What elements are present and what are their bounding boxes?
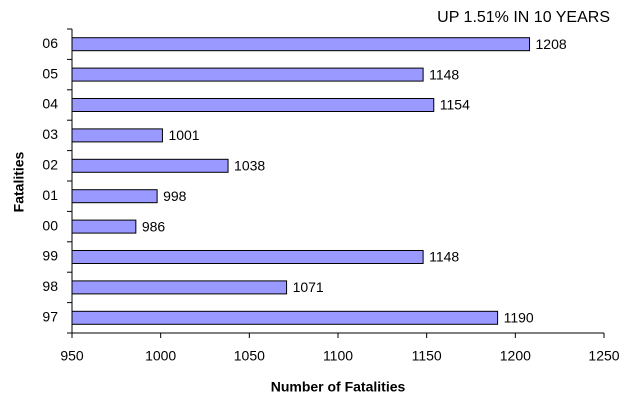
bar bbox=[71, 37, 531, 52]
x-tick-label: 1200 bbox=[500, 348, 531, 364]
x-tick-label: 1250 bbox=[588, 348, 619, 364]
data-label: 1148 bbox=[429, 249, 459, 265]
data-label: 1148 bbox=[429, 66, 459, 82]
x-tick-label: 1150 bbox=[412, 348, 442, 364]
x-tick-label: 1050 bbox=[234, 348, 265, 364]
y-axis-title: Fatalities bbox=[11, 151, 27, 212]
y-tick-label: 99 bbox=[42, 248, 58, 264]
y-tick-label: 04 bbox=[42, 96, 58, 112]
bar bbox=[71, 310, 499, 325]
data-label: 1038 bbox=[234, 158, 265, 174]
y-tick-label: 06 bbox=[42, 35, 58, 51]
y-tick-label: 98 bbox=[42, 278, 58, 294]
bar bbox=[71, 189, 158, 204]
data-label: 1154 bbox=[440, 97, 470, 113]
x-tick-label: 1000 bbox=[145, 348, 176, 364]
bar bbox=[71, 158, 229, 173]
data-label: 1190 bbox=[504, 310, 534, 326]
data-label: 1001 bbox=[168, 127, 199, 143]
bar bbox=[71, 250, 424, 264]
x-tick-label: 950 bbox=[60, 348, 84, 364]
bar bbox=[71, 128, 163, 143]
chart-subtitle: UP 1.51% IN 10 YEARS bbox=[437, 9, 610, 26]
data-label: 986 bbox=[142, 218, 166, 234]
bar bbox=[71, 98, 435, 112]
x-axis-title: Number of Fatalities bbox=[271, 379, 406, 395]
y-tick-label: 02 bbox=[42, 157, 58, 173]
bar bbox=[71, 219, 137, 234]
y-tick-label: 97 bbox=[42, 309, 58, 325]
data-label: 998 bbox=[163, 188, 187, 204]
data-label: 1071 bbox=[293, 279, 324, 295]
x-tick-label: 1100 bbox=[323, 348, 353, 364]
data-label: 1208 bbox=[536, 36, 567, 52]
bar bbox=[71, 280, 288, 295]
bar bbox=[71, 67, 424, 82]
y-tick-label: 03 bbox=[42, 126, 58, 142]
y-tick-label: 05 bbox=[42, 65, 58, 81]
y-tick-label: 00 bbox=[42, 217, 58, 233]
y-tick-label: 01 bbox=[42, 187, 58, 203]
